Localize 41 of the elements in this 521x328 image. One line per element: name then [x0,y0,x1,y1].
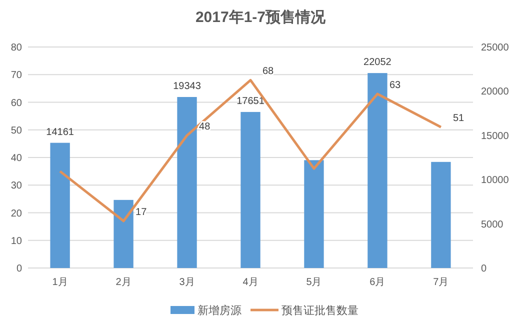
data-label: 68 [262,66,274,78]
data-label: 22052 [364,57,392,68]
data-label: 63 [389,80,402,91]
y2-tick-label: 10000 [481,175,510,186]
bar [50,142,70,268]
data-label: 48 [199,121,211,132]
x-tick-label: 6月 [370,277,386,288]
x-tick-label: 2月 [116,277,132,288]
y2-tick-label: 25000 [481,42,510,54]
bar [368,73,388,268]
y-tick-label: 60 [10,98,22,109]
legend-label: 新增房源 [198,304,242,317]
chart-title: 2017年1-7预售情况 [195,9,327,26]
x-tick-label: 4月 [242,277,258,288]
y2-tick-label: 20000 [481,86,510,98]
y2-tick-label: 15000 [481,130,510,142]
y-tick-label: 10 [10,236,22,247]
legend-label: 预售证批售数量 [282,305,358,317]
x-tick-label: 1月 [52,277,68,288]
x-tick-label: 3月 [179,277,195,288]
bar [177,97,197,268]
data-label: 17 [136,207,148,218]
x-tick-label: 5月 [306,277,322,288]
data-label: 19343 [173,81,202,92]
y-tick-label: 20 [10,208,22,220]
y2-tick-label: 5000 [481,219,504,230]
bar [431,162,451,268]
x-tick-label: 7月 [433,277,449,288]
y-tick-label: 70 [10,70,22,82]
y-tick-label: 80 [10,42,22,54]
y-tick-label: 40 [10,153,22,164]
bar [114,200,134,268]
bar [304,160,324,268]
data-label: 14161 [46,126,74,138]
y-tick-label: 30 [10,180,22,192]
data-label: 17651 [236,96,265,107]
y-tick-label: 0 [16,264,22,274]
data-label: 51 [452,113,465,124]
bar [240,112,260,268]
y2-tick-label: 0 [481,264,487,274]
y-tick-label: 50 [10,125,22,136]
